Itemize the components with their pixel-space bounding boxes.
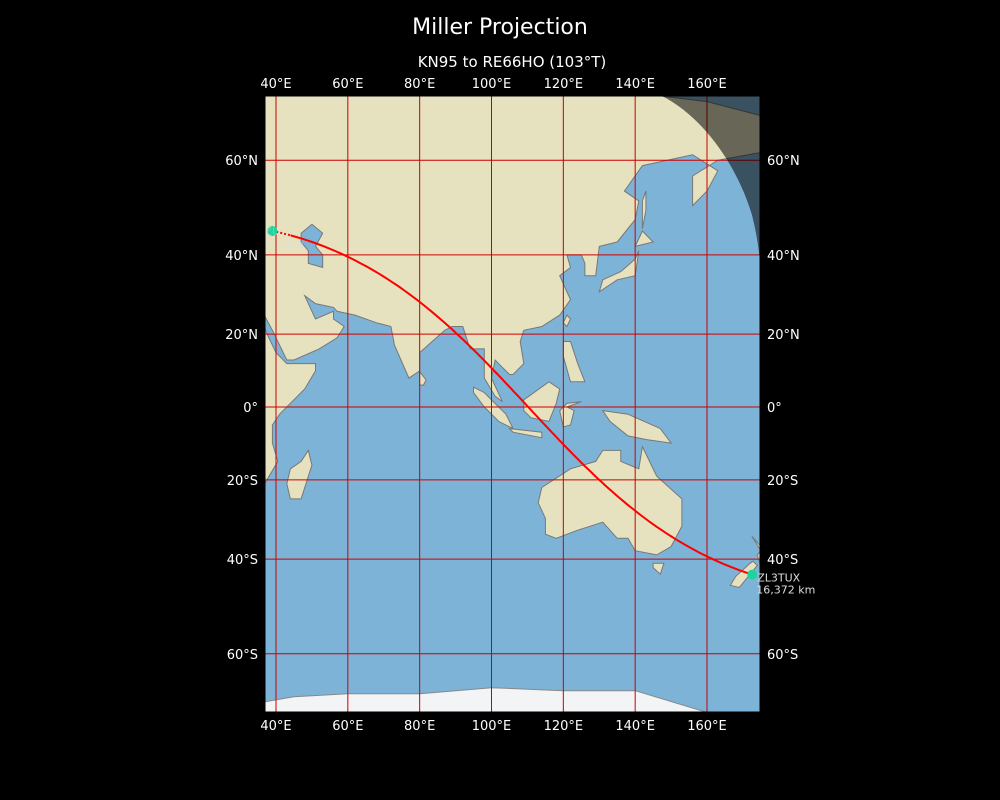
landmass-newguinea — [601, 409, 673, 444]
start-callsign-label: ZU — [264, 225, 280, 238]
landmass-australia — [537, 445, 683, 556]
x-tick-label-bottom: 40°E — [260, 719, 291, 734]
landmass-sakhalin — [641, 190, 647, 229]
landmass-hokkaido — [634, 230, 655, 248]
great-circle-offscreen-segment — [272, 230, 291, 237]
land-layer — [265, 96, 760, 712]
caspian-sea — [300, 223, 324, 269]
x-tick-label-top: 100°E — [472, 77, 512, 92]
end-marker[interactable] — [747, 569, 758, 580]
y-tick-label-right: 20°N — [767, 328, 800, 343]
y-tick-label-left: 20°S — [227, 474, 258, 489]
great-circle-path — [290, 234, 753, 576]
landmass-africa — [265, 327, 316, 485]
y-tick-label-left: 60°N — [225, 154, 258, 169]
landmass-sulawesi — [559, 401, 582, 428]
y-tick-label-left: 40°N — [225, 249, 258, 264]
figure-title: Miller Projection — [412, 15, 588, 40]
x-tick-label-bottom: 80°E — [404, 719, 435, 734]
x-tick-label-top: 120°E — [544, 77, 584, 92]
landmass-madagascar — [286, 449, 313, 500]
y-tick-label-left: 0° — [243, 401, 258, 416]
y-tick-label-right: 0° — [767, 401, 782, 416]
x-tick-label-top: 160°E — [687, 77, 727, 92]
map-frame — [264, 95, 761, 713]
x-tick-label-top: 80°E — [404, 77, 435, 92]
y-tick-label-right: 40°N — [767, 249, 800, 264]
end-distance-label: 16,372 km — [756, 584, 815, 597]
y-tick-label-right: 20°S — [767, 474, 798, 489]
tick-labels: 40°E 40°E 60°E 60°E 80°E 80°E 100°E 100°E 120°E 1… — [225, 77, 800, 734]
x-tick-label-top: 40°E — [260, 77, 291, 92]
y-tick-label-left: 20°N — [225, 328, 258, 343]
graticule — [265, 96, 760, 712]
x-tick-label-top: 60°E — [332, 77, 363, 92]
nightshade-overlay — [662, 96, 760, 262]
landmass-taiwan — [562, 314, 572, 328]
landmass-sumatra — [473, 386, 515, 430]
y-tick-label-left: 40°S — [227, 553, 258, 568]
start-marker[interactable] — [267, 225, 278, 236]
y-tick-label-left: 60°S — [227, 648, 258, 663]
end-callsign-label: ZL3TUX — [757, 572, 800, 585]
landmass-eurasia — [265, 96, 760, 402]
x-tick-label-bottom: 160°E — [687, 719, 727, 734]
y-tick-label-right: 60°N — [767, 154, 800, 169]
x-tick-label-bottom: 60°E — [332, 719, 363, 734]
x-tick-label-bottom: 120°E — [544, 719, 584, 734]
map-subtitle: KN95 to RE66HO (103°T) — [418, 53, 607, 71]
map-area[interactable]: ZU 0 km — [240, 60, 779, 725]
landmass-tasmania — [652, 562, 665, 576]
y-tick-label-right: 60°S — [767, 648, 798, 663]
start-distance-label: 0 km — [276, 238, 304, 251]
landmass-java — [508, 427, 543, 439]
landmass-newzealand-south — [729, 560, 758, 589]
x-tick-label-bottom: 140°E — [615, 719, 655, 734]
y-tick-label-right: 40°S — [767, 553, 798, 568]
x-tick-label-bottom: 100°E — [472, 719, 512, 734]
landmass-newzealand-north — [751, 535, 760, 566]
x-tick-label-top: 140°E — [615, 77, 655, 92]
